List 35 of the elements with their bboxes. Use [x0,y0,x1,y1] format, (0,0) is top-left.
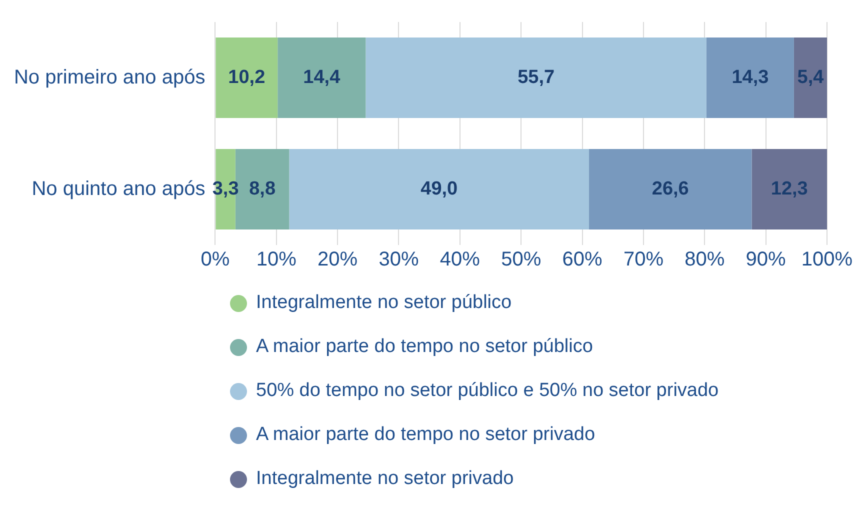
legend-label: Integralmente no setor público [256,292,512,314]
y-tick-label: No primeiro ano após [14,66,206,88]
data-label: 8,8 [249,178,276,200]
bar [289,148,590,230]
bar [706,37,794,118]
data-label: 12,3 [770,178,808,200]
x-tick-label: 70% [623,248,664,271]
bar [794,37,827,118]
bar [366,37,706,118]
x-tick-label: 40% [440,248,480,271]
data-label: 5,4 [797,66,824,88]
x-tick-label: 20% [318,248,358,271]
x-tick-label: 50% [501,248,542,271]
bar [752,148,827,230]
bar [216,37,278,118]
legend-label: A maior parte do tempo no setor público [256,336,593,358]
legend-label: 50% do tempo no setor público e 50% no setor privado [256,380,719,402]
bar [589,148,752,230]
x-tick-label: 10% [256,248,297,271]
x-tick-label: 60% [562,248,603,271]
x-tick-label: 90% [746,248,786,271]
y-tick-label: No quinto ano após [32,178,206,200]
data-label: 14,3 [732,66,769,88]
legend-label: A maior parte do tempo no setor privado [256,424,596,446]
x-tick-label: 100% [801,248,853,271]
data-label: 10,2 [228,66,266,88]
data-label: 55,7 [518,66,555,88]
x-tick-label: 80% [684,248,725,271]
data-label: 26,6 [652,178,689,200]
data-label: 14,4 [303,66,341,88]
data-label: 49,0 [420,178,458,200]
x-tick-label: 0% [200,248,230,271]
legend-label: Integralmente no setor privado [256,468,514,490]
bar [278,37,366,118]
x-tick-label: 30% [378,248,419,271]
